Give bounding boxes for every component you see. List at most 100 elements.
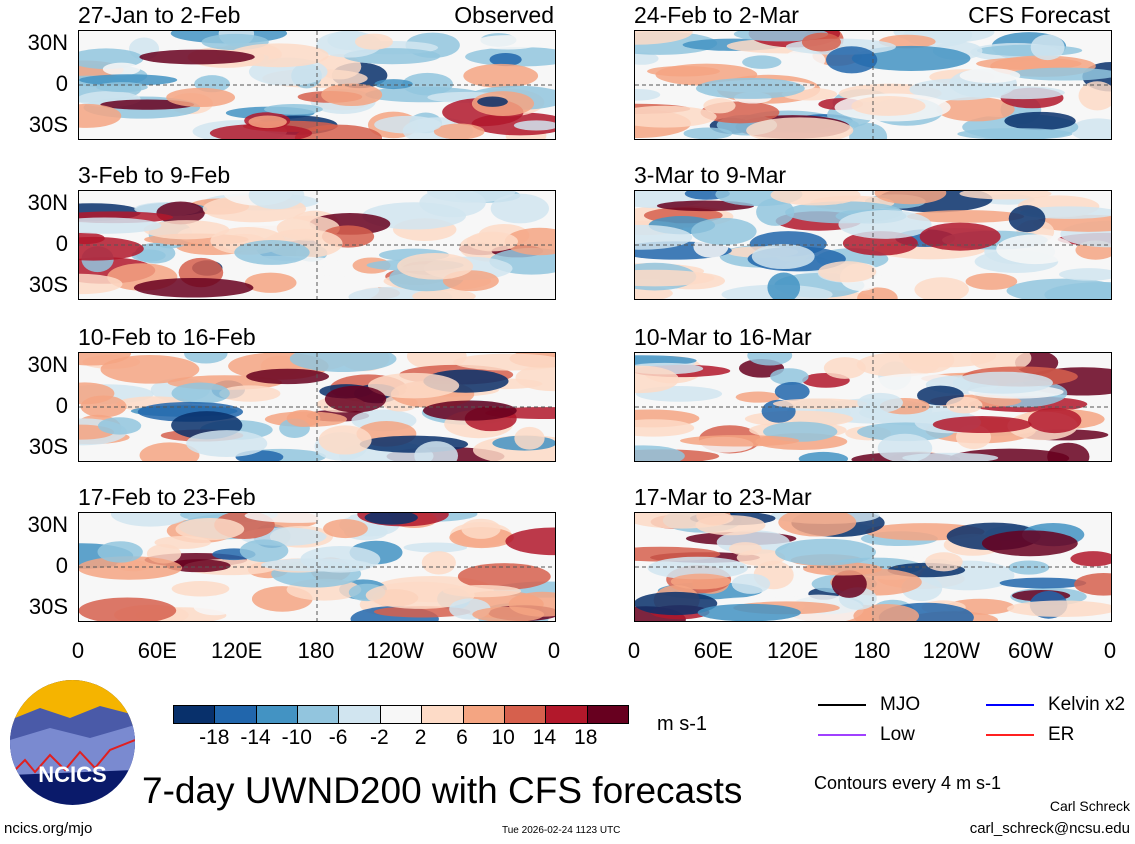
wind-anomaly-blob — [397, 252, 474, 280]
wind-anomaly-blob — [97, 417, 142, 435]
wind-anomaly-blob — [354, 33, 393, 50]
wind-anomaly-blob — [324, 385, 387, 413]
wind-anomaly-blob — [466, 231, 518, 252]
wind-anomaly-blob — [96, 82, 148, 93]
figure-title: 7-day UWND200 with CFS forecasts — [142, 770, 743, 811]
wind-anomaly-blob — [635, 52, 659, 65]
wind-anomaly-blob — [932, 416, 1032, 434]
lat-tick-label: 30S — [28, 272, 68, 298]
wind-anomaly-blob — [513, 120, 555, 131]
wind-anomaly-blob — [244, 272, 297, 293]
wind-anomaly-blob — [976, 44, 1083, 57]
wind-anomaly-blob — [697, 603, 801, 621]
wind-anomaly-blob — [683, 127, 733, 139]
wind-anomaly-blob — [851, 96, 926, 116]
wind-anomaly-blob — [803, 562, 883, 576]
map-panel — [634, 190, 1112, 300]
colorbar-tick-label: 10 — [491, 726, 515, 749]
wind-anomaly-blob — [826, 46, 878, 74]
wind-anomaly-blob — [1009, 67, 1111, 81]
lat-tick-label: 30N — [27, 189, 68, 215]
wind-anomaly-blob — [877, 433, 933, 461]
wind-anomaly-blob — [135, 242, 176, 264]
wind-anomaly-blob — [747, 353, 793, 366]
wind-anomaly-blob — [656, 200, 755, 212]
wind-anomaly-blob — [165, 559, 231, 573]
wind-anomaly-blob — [80, 395, 127, 418]
wind-anomaly-blob — [166, 87, 236, 108]
panel-title: 27-Jan to 2-Feb — [78, 2, 241, 28]
url[interactable]: ncics.org/mjo — [4, 820, 93, 837]
wind-anomaly-blob — [952, 371, 1053, 394]
wind-anomaly-blob — [100, 355, 200, 384]
wind-anomaly-blob — [647, 556, 748, 580]
wind-anomaly-blob — [778, 513, 857, 537]
map-panel — [78, 352, 556, 462]
panel-title: 10-Mar to 16-Mar — [634, 324, 812, 350]
wind-anomaly-blob — [79, 236, 144, 261]
wind-anomaly-blob — [1008, 560, 1050, 575]
timestamp: Tue 2026-02-24 1123 UTC — [502, 825, 621, 836]
wind-anomaly-blob — [474, 35, 541, 50]
wind-anomaly-blob — [999, 577, 1087, 589]
wind-anomaly-blob — [980, 86, 1065, 100]
panel-title: 3-Mar to 9-Mar — [634, 162, 787, 188]
wind-anomaly-blob — [472, 606, 545, 621]
wind-anomaly-blob — [505, 527, 555, 556]
wind-anomaly-blob — [175, 517, 245, 541]
wind-anomaly-blob — [731, 573, 771, 594]
column-label: CFS Forecast — [968, 2, 1110, 28]
wind-anomaly-blob — [264, 103, 323, 115]
wind-anomaly-blob — [1070, 551, 1111, 567]
contour-note: Contours every 4 m s-1 — [814, 773, 1002, 793]
wind-anomaly-blob — [767, 272, 801, 299]
lat-tick-label: 0 — [55, 71, 68, 96]
wind-anomaly-blob — [461, 518, 501, 539]
lat-tick-label: 0 — [55, 393, 68, 418]
wind-anomaly-blob — [680, 435, 800, 447]
colorbar — [173, 705, 629, 724]
wind-anomaly-blob — [79, 597, 177, 621]
wind-anomaly-blob — [635, 591, 718, 616]
wind-anomaly-blob — [772, 398, 868, 409]
wind-anomaly-blob — [193, 598, 237, 616]
wind-anomaly-blob — [368, 372, 460, 399]
lon-tick-label: 60E — [137, 638, 177, 663]
wind-anomaly-blob — [691, 217, 757, 245]
colorbar-swatch — [587, 706, 628, 723]
wind-anomaly-blob — [981, 530, 1078, 557]
wind-anomaly-blob — [364, 513, 418, 525]
wind-anomaly-blob — [261, 558, 372, 572]
wind-anomaly-blob — [957, 128, 1073, 139]
wind-anomaly-blob — [133, 277, 254, 298]
wind-anomaly-blob — [635, 224, 693, 250]
wind-anomaly-blob — [139, 442, 200, 461]
wind-anomaly-blob — [365, 581, 475, 609]
wind-anomaly-blob — [1008, 205, 1046, 233]
wind-anomaly-blob — [248, 115, 287, 129]
wind-anomaly-blob — [945, 396, 983, 414]
wind-anomaly-blob — [79, 74, 178, 86]
wind-anomaly-blob — [186, 430, 268, 458]
lon-tick-label: 0 — [547, 638, 561, 663]
wind-anomaly-blob — [139, 49, 255, 65]
wind-anomaly-blob — [1074, 573, 1111, 596]
wind-anomaly-blob — [412, 289, 476, 299]
wind-anomaly-blob — [838, 210, 932, 239]
lon-tick-label: 60W — [452, 638, 498, 663]
wind-anomaly-blob — [703, 98, 736, 114]
column-label: Observed — [454, 2, 554, 28]
colorbar-swatch — [339, 706, 381, 723]
wind-anomaly-blob — [248, 191, 305, 210]
wind-anomaly-blob — [403, 542, 468, 553]
wind-anomaly-blob — [514, 426, 545, 450]
wind-anomaly-blob — [477, 96, 508, 107]
colorbar-tick-label: 2 — [414, 726, 427, 749]
wind-anomaly-blob — [751, 244, 815, 270]
lat-tick-label: 0 — [55, 553, 68, 578]
wind-anomaly-blob — [1078, 81, 1111, 111]
wind-anomaly-blob — [798, 451, 849, 461]
wind-anomaly-blob — [102, 62, 141, 76]
wind-anomaly-blob — [234, 240, 310, 265]
wind-anomaly-blob — [909, 78, 1006, 101]
